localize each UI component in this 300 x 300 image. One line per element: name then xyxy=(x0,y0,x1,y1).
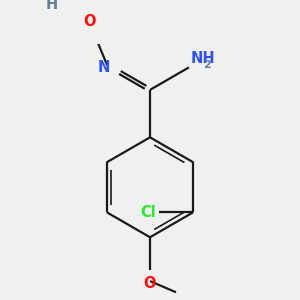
Text: O: O xyxy=(84,14,96,29)
Text: Cl: Cl xyxy=(140,205,156,220)
Text: NH: NH xyxy=(190,51,215,66)
Text: N: N xyxy=(98,60,110,75)
Text: H: H xyxy=(46,0,58,12)
Text: 2: 2 xyxy=(203,60,211,70)
Text: O: O xyxy=(144,276,156,291)
